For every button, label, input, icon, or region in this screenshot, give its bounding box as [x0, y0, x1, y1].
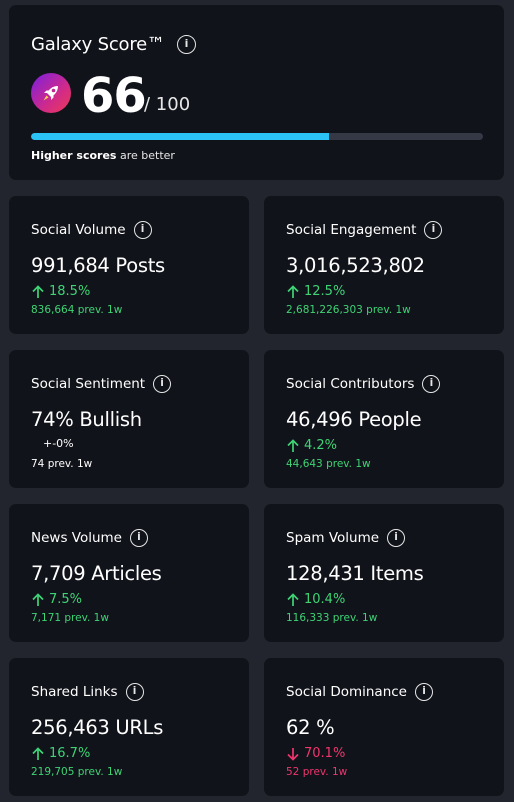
metric-previous-week: 219,705 prev. 1w [31, 766, 123, 778]
info-icon[interactable]: i [415, 683, 433, 701]
metric-previous-week: 836,664 prev. 1w [31, 304, 123, 316]
arrow-up-icon [287, 284, 299, 298]
metric-change: 16.7% [31, 746, 90, 761]
metric-change: 4.2% [286, 438, 337, 453]
metric-value: 991,684 Posts [31, 254, 165, 277]
info-icon[interactable]: i [153, 375, 172, 393]
metric-value: 3,016,523,802 [286, 254, 425, 277]
metric-card-news-volume: News Volume i 7,709 Articles 7.5% 7,171 prev… [9, 504, 249, 642]
metric-previous-week: 2,681,226,303 prev. 1w [286, 304, 411, 316]
metric-label: Shared Links i [31, 683, 144, 701]
metric-label: Social Engagement i [286, 221, 443, 239]
galaxy-score-max: / 100 [144, 94, 191, 115]
arrow-up-icon [287, 592, 299, 606]
metric-previous-week: 44,643 prev. 1w [286, 458, 371, 470]
info-icon[interactable]: i [422, 375, 441, 393]
metric-change: 70.1% [286, 746, 345, 761]
galaxy-score-progress-fill [31, 133, 330, 140]
metric-card-shared-links: Shared Links i 256,463 URLs 16.7% 219,705 pr… [9, 658, 249, 796]
metric-value: 62 % [286, 716, 335, 739]
metric-previous-week: 52 prev. 1w [286, 766, 348, 778]
arrow-up-icon [32, 592, 44, 606]
metric-label: Social Contributors i [286, 375, 441, 393]
metric-card-social-contributors: Social Contributors i 46,496 People 4.2% 44,… [264, 350, 504, 488]
metric-change: 12.5% [286, 284, 345, 299]
metric-label: Social Dominance i [286, 683, 433, 701]
metric-card-social-sentiment: Social Sentiment i 74% Bullish +-0% 74 prev.… [9, 350, 249, 488]
info-icon[interactable]: i [133, 221, 152, 239]
metric-value: 7,709 Articles [31, 562, 162, 585]
metric-previous-week: 7,171 prev. 1w [31, 612, 109, 624]
metric-previous-week: 116,333 prev. 1w [286, 612, 378, 624]
info-icon[interactable]: i [177, 35, 196, 54]
arrow-up-icon [287, 438, 299, 452]
metric-value: 46,496 People [286, 408, 422, 431]
metric-previous-week: 74 prev. 1w [31, 458, 93, 470]
metric-value: 74% Bullish [31, 408, 142, 431]
metric-change: +-0% [43, 437, 74, 450]
info-icon[interactable]: i [387, 529, 406, 547]
metric-change: 18.5% [31, 284, 90, 299]
galaxy-score-card: Galaxy Score™ i 66 / 100 Higher scores a… [9, 5, 504, 180]
metric-label: Spam Volume i [286, 529, 406, 547]
info-icon[interactable]: i [424, 221, 443, 239]
galaxy-score-title: Galaxy Score™ [31, 34, 165, 55]
info-icon[interactable]: i [129, 529, 148, 547]
rocket-icon [31, 73, 71, 113]
metric-change: 7.5% [31, 592, 82, 607]
galaxy-score-value: 66 [81, 68, 147, 124]
metric-card-spam-volume: Spam Volume i 128,431 Items 10.4% 116,333 pr… [264, 504, 504, 642]
arrow-down-icon [287, 747, 299, 761]
metric-label: Social Sentiment i [31, 375, 172, 393]
galaxy-score-note: Higher scores are better [31, 149, 175, 162]
galaxy-score-progress-bar [31, 133, 483, 140]
arrow-up-icon [32, 746, 44, 760]
metric-label: Social Volume i [31, 221, 152, 239]
metric-label: News Volume i [31, 529, 148, 547]
metric-value: 128,431 Items [286, 562, 424, 585]
arrow-up-icon [32, 284, 44, 298]
metric-change: 10.4% [286, 592, 345, 607]
metric-card-social-dominance: Social Dominance i 62 % 70.1% 52 prev. 1w [264, 658, 504, 796]
info-icon[interactable]: i [125, 683, 144, 701]
metric-value: 256,463 URLs [31, 716, 164, 739]
metric-card-social-engagement: Social Engagement i 3,016,523,802 12.5% 2,68… [264, 196, 504, 334]
metric-card-social-volume: Social Volume i 991,684 Posts 18.5% 836,664 … [9, 196, 249, 334]
